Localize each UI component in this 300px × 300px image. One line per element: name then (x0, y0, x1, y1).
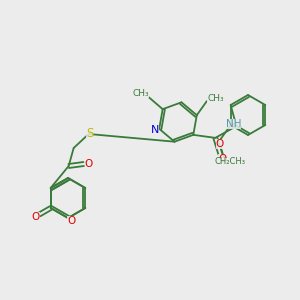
Text: N: N (151, 125, 159, 135)
Text: O: O (67, 216, 75, 226)
Text: O: O (85, 159, 93, 169)
Text: O: O (216, 139, 224, 149)
Text: O: O (218, 154, 226, 164)
Text: S: S (86, 127, 93, 140)
Text: CH₃: CH₃ (208, 94, 224, 103)
Text: CH₂CH₃: CH₂CH₃ (214, 158, 245, 166)
Text: CH₃: CH₃ (132, 88, 149, 98)
Text: O: O (32, 212, 40, 221)
Text: NH: NH (226, 119, 241, 129)
